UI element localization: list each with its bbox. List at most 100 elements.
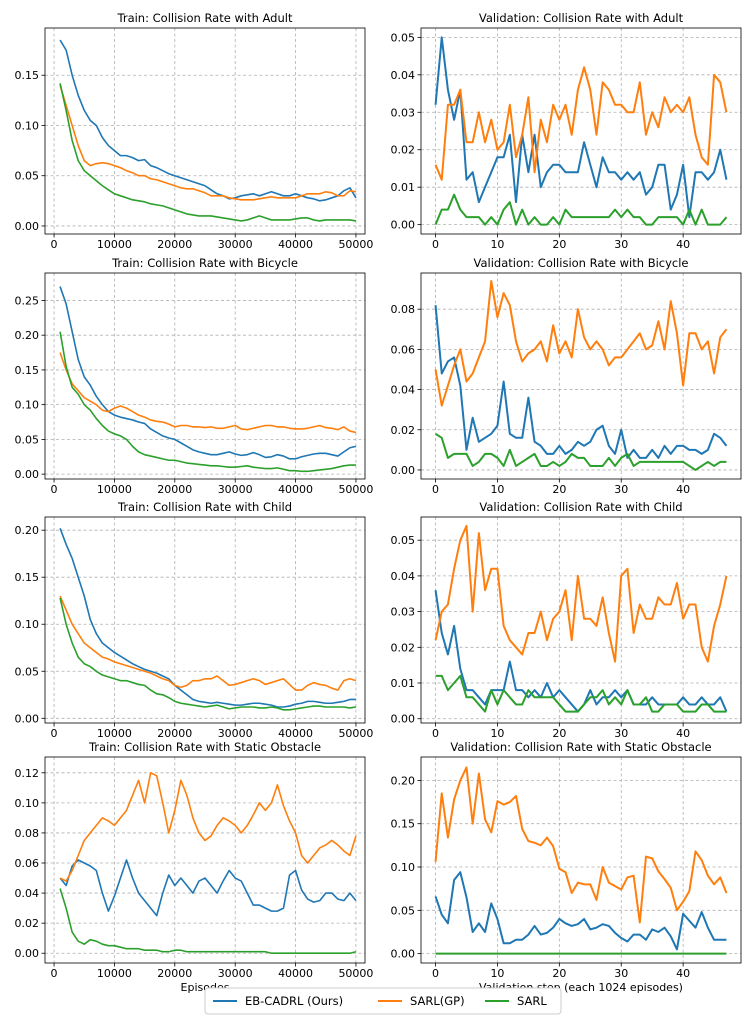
x-tick-label: 0 [51,483,58,496]
x-tick-label: 30 [614,967,628,980]
y-tick-label: 0.05 [391,31,416,44]
x-tick-label: 50000 [338,727,373,740]
series-line [434,766,728,924]
y-tick-label: 0.05 [391,904,416,917]
series-line [59,286,357,460]
y-tick-label: 0.15 [15,69,40,82]
x-tick-label: 0 [51,727,58,740]
x-tick-label: 20000 [157,967,192,980]
x-tick-label: 0 [432,238,439,251]
legend-label: SARL [517,994,547,1008]
y-tick-label: 0.00 [391,464,416,477]
x-tick-label: 40000 [278,967,313,980]
series-line [59,352,357,434]
x-tick-label: 10 [490,727,504,740]
series-line [59,331,356,473]
x-tick-label: 30000 [218,483,253,496]
y-tick-label: 0.02 [391,424,416,437]
chart-panel: 0 10000 20000 30000 40000 50000 0.00 0.05 0.10 0.… [15,500,374,740]
y-tick-label: 0.08 [15,827,40,840]
x-tick-label: 20 [552,238,566,251]
y-tick-label: 0.20 [15,329,40,342]
x-tick-label: 0 [432,967,439,980]
series-line [59,859,357,917]
x-tick-label: 10000 [97,967,132,980]
x-tick-label: 40 [676,967,690,980]
axes-frame [420,756,742,964]
y-tick-label: 0.05 [15,665,40,678]
y-tick-label: 0.05 [15,170,40,183]
chart-title: Validation: Collision Rate with Static O… [450,740,711,754]
series-line [434,305,728,459]
y-tick-label: 0.01 [391,181,416,194]
x-tick-label: 20000 [157,727,192,740]
y-tick-label: 0.10 [391,861,416,874]
x-tick-label: 10000 [97,727,132,740]
axes-frame [44,756,366,964]
y-tick-label: 0.00 [15,220,40,233]
series-line [59,83,357,222]
x-tick-label: 40 [676,727,690,740]
y-tick-label: 0.03 [391,606,416,619]
y-tick-label: 0.10 [15,797,40,810]
x-tick-label: 10 [490,967,504,980]
axes-frame [420,516,742,724]
y-tick-label: 0.02 [391,641,416,654]
series-line [59,528,356,708]
x-tick-label: 30000 [218,967,253,980]
series-line [59,771,357,882]
y-tick-label: 0.00 [15,712,40,725]
y-tick-label: 0.25 [15,294,40,307]
x-tick-label: 20 [552,483,566,496]
y-tick-label: 0.04 [391,69,416,82]
x-tick-label: 10 [490,483,504,496]
x-tick-label: 50000 [338,238,373,251]
axes-frame [420,272,742,480]
series-line [435,432,727,471]
y-tick-label: 0.20 [391,774,416,787]
y-tick-label: 0.00 [15,468,40,481]
series-line [434,871,727,951]
y-tick-label: 0.12 [15,767,40,780]
chart-panel: 0 10 20 30 40 0.00 0.01 0.02 0.03 0.04 0.05 Validat… [391,500,742,740]
y-tick-label: 0.15 [15,364,40,377]
y-tick-label: 0.01 [391,677,416,690]
series-line [434,524,728,663]
chart-panel: 0 10000 20000 30000 40000 50000 0.00 0.02 0.04 0.… [15,740,374,994]
y-tick-label: 0.10 [15,399,40,412]
chart-panel: 0 10000 20000 30000 40000 50000 0.00 0.05 0.10 0.… [15,256,374,496]
x-tick-label: 50000 [338,967,373,980]
legend-label: EB-CADRL (Ours) [245,994,343,1008]
axes-frame [420,27,742,235]
chart-title: Train: Collision Rate with Static Obstac… [88,740,321,754]
y-tick-label: 0.15 [391,818,416,831]
y-tick-label: 0.04 [391,570,416,583]
y-tick-label: 0.10 [15,618,40,631]
series-line [434,66,728,181]
x-tick-label: 20 [552,967,566,980]
y-tick-label: 0.20 [15,524,40,537]
chart-panel: 0 10 20 30 40 0.00 0.01 0.02 0.03 0.04 0.05 Validat… [391,11,742,251]
legend: EB-CADRL (Ours) SARL(GP) SARL [204,987,562,1015]
series-line [434,193,728,226]
chart-panel: 0 10 20 30 40 0.00 0.02 0.04 0.06 0.08 Validation:… [391,256,742,496]
legend-label: SARL(GP) [410,994,465,1008]
y-tick-label: 0.02 [15,917,40,930]
x-tick-label: 0 [432,483,439,496]
series-line [59,888,357,955]
y-tick-label: 0.15 [15,571,40,584]
series-line [59,595,357,691]
y-tick-label: 0.00 [15,947,40,960]
x-tick-label: 40 [676,483,690,496]
y-tick-label: 0.04 [15,887,40,900]
series-line [434,280,728,407]
series-line [434,36,728,219]
chart-title: Train: Collision Rate with Child [117,500,292,514]
y-tick-label: 0.00 [391,948,416,961]
y-tick-label: 0.05 [15,433,40,446]
axes-frame [44,27,366,235]
chart-title: Train: Collision Rate with Adult [117,11,293,25]
x-tick-label: 30000 [218,727,253,740]
series-line [435,674,727,713]
